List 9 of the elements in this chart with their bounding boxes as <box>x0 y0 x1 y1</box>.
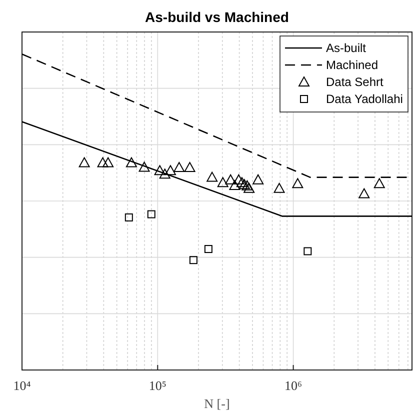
legend-label: Data Yadollahi <box>326 92 403 106</box>
x-tick-label: 10⁴ <box>13 378 32 393</box>
legend-label: Machined <box>326 58 378 72</box>
x-tick-label: 10⁶ <box>284 378 302 393</box>
legend-label: Data Sehrt <box>326 75 384 89</box>
x-tick-label: 10⁵ <box>148 378 166 393</box>
legend-label: As-built <box>326 41 367 55</box>
x-axis-title: N [-] <box>204 396 230 411</box>
chart-title: As-build vs Machined <box>145 9 289 25</box>
